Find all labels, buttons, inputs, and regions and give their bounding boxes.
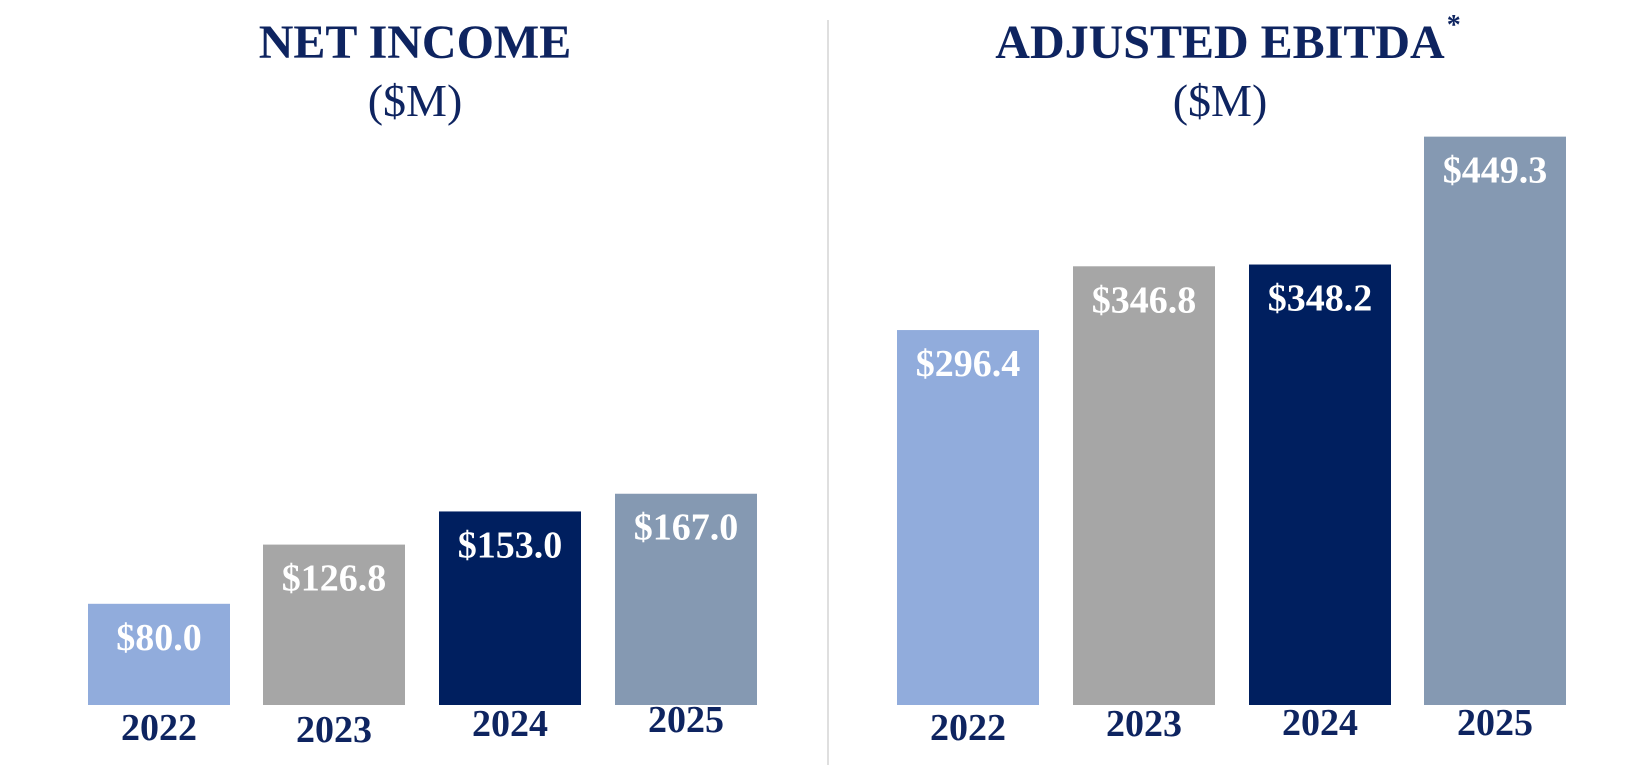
chart-title-asterisk: * bbox=[1447, 10, 1461, 41]
bar-value-label: $348.2 bbox=[1268, 278, 1373, 320]
chart-unit-label: ($M) bbox=[1173, 75, 1268, 126]
net-income-chart: NET INCOME ($M) $80.0 2022 $126.8 2023 $153.0 2… bbox=[88, 16, 757, 751]
category-label-2022: 2022 bbox=[121, 707, 197, 749]
category-label-2022: 2022 bbox=[930, 707, 1006, 749]
category-label-2024: 2024 bbox=[1282, 702, 1358, 744]
chart-title: ADJUSTED EBITDA bbox=[995, 16, 1445, 69]
bar-value-label: $296.4 bbox=[916, 343, 1021, 385]
chart-title: NET INCOME bbox=[259, 16, 572, 69]
category-label-2024: 2024 bbox=[472, 703, 548, 745]
category-label-2023: 2023 bbox=[1106, 703, 1182, 745]
bar-value-label: $167.0 bbox=[634, 507, 739, 549]
bar-2023 bbox=[263, 544, 405, 705]
category-label-2025: 2025 bbox=[648, 699, 724, 741]
adjusted-ebitda-chart: ADJUSTED EBITDA * ($M) $296.4 2022 $346.8 2023… bbox=[897, 10, 1566, 749]
bar-2023 bbox=[1073, 266, 1215, 705]
bar-2025 bbox=[1424, 136, 1566, 705]
chart-unit-label: ($M) bbox=[368, 75, 463, 126]
bar-value-label: $153.0 bbox=[458, 524, 563, 566]
bar-2022 bbox=[88, 603, 230, 705]
category-label-2025: 2025 bbox=[1457, 702, 1533, 744]
category-label-2023: 2023 bbox=[296, 709, 372, 751]
bar-value-label: $80.0 bbox=[116, 617, 202, 659]
bar-value-label: $346.8 bbox=[1092, 279, 1197, 321]
bar-2025 bbox=[615, 493, 757, 705]
bar-2024 bbox=[1249, 264, 1391, 705]
bar-2024 bbox=[439, 511, 581, 705]
bar-value-label: $449.3 bbox=[1443, 150, 1548, 192]
bar-value-label: $126.8 bbox=[282, 558, 387, 600]
bar-2022 bbox=[897, 330, 1039, 705]
